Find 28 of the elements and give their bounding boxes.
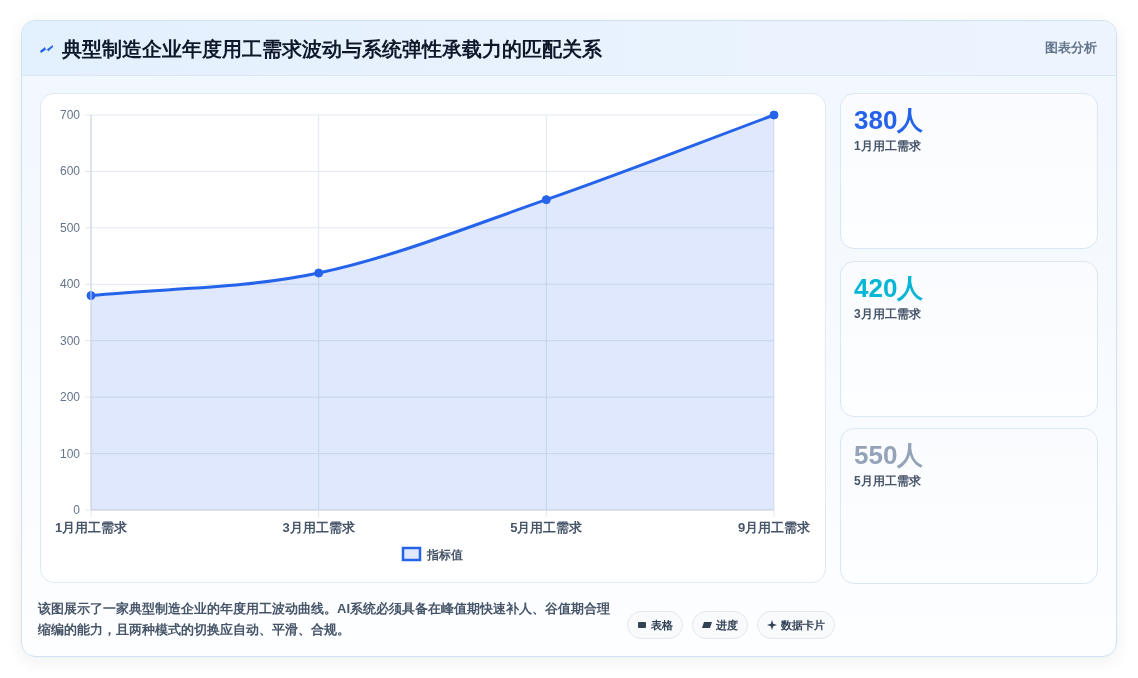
text: 图表分析 bbox=[1045, 39, 1097, 57]
button: 表格 bbox=[627, 611, 683, 639]
legend-label: 指标值 bbox=[426, 547, 463, 562]
y-tick-label: 600 bbox=[59, 164, 81, 179]
text: 420人 bbox=[854, 271, 924, 304]
text: 5月用工需求 bbox=[854, 473, 921, 489]
y-tick-label: 0 bbox=[73, 503, 81, 517]
y-tick-label: 200 bbox=[59, 390, 81, 405]
button: 数据卡片 bbox=[757, 611, 835, 639]
text: 550人 bbox=[854, 439, 924, 471]
text: 3月用工需求 bbox=[854, 305, 921, 322]
chart-title: 典型制造企业年度用工需求波动与系统弹性承载力的匹配关系 bbox=[62, 37, 602, 62]
y-tick-label: 400 bbox=[59, 277, 81, 292]
x-tick-label: 5月用工需求 bbox=[510, 520, 584, 535]
y-tick-label: 700 bbox=[59, 108, 81, 122]
text: 1月用工需求 bbox=[854, 138, 921, 154]
point bbox=[769, 110, 779, 120]
text: 该图展示了一家典型制造企业的年度用工波动曲线。AI系统必须具备在峰值期快速补人、谷值期合理缩编的能力，且两种模式的切换应自动、平滑、合规。 bbox=[38, 600, 611, 639]
y-tick-label: 100 bbox=[59, 446, 81, 461]
x-tick-label: 1月用工需求 bbox=[54, 520, 129, 535]
x-tick-label: 9月用工需求 bbox=[737, 520, 812, 535]
x-tick-label: 3月用工需求 bbox=[282, 520, 356, 535]
y-tick-label: 300 bbox=[59, 333, 81, 348]
point bbox=[541, 195, 551, 205]
point bbox=[314, 268, 324, 278]
button: 进度 bbox=[692, 611, 748, 639]
y-tick-label: 500 bbox=[59, 220, 81, 235]
text: 380人 bbox=[854, 104, 924, 136]
